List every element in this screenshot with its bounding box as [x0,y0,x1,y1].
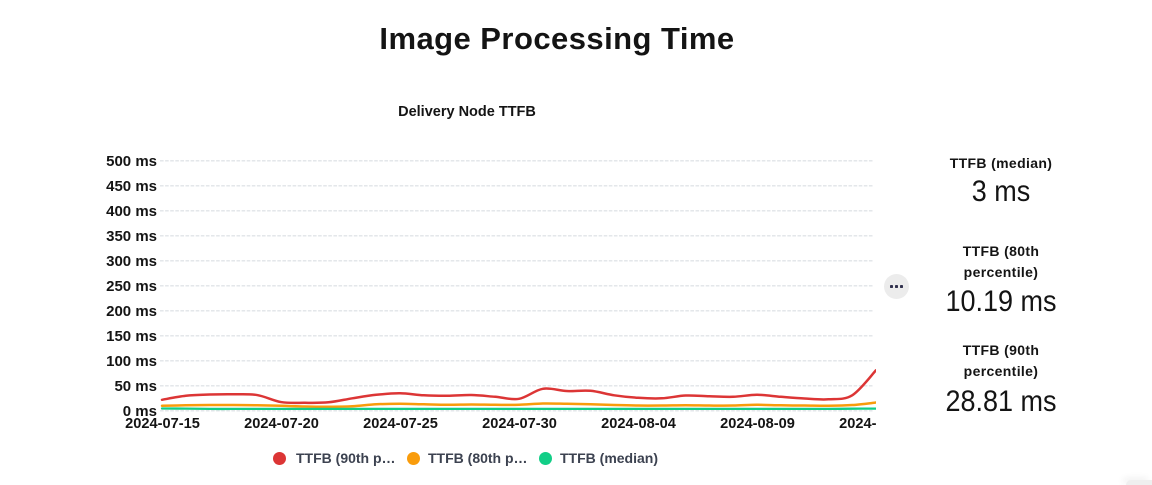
svg-text:450 ms: 450 ms [106,178,157,195]
svg-text:2024-07-20: 2024-07-20 [244,416,319,432]
svg-text:50 ms: 50 ms [114,378,157,395]
svg-text:400 ms: 400 ms [106,203,157,220]
svg-text:2024-07-15: 2024-07-15 [125,416,200,432]
svg-text:250 ms: 250 ms [106,278,157,295]
svg-text:350 ms: 350 ms [106,228,157,245]
svg-text:2024-08-14: 2024-08-14 [839,416,876,432]
svg-text:300 ms: 300 ms [106,253,157,270]
svg-text:2024-08-09: 2024-08-09 [720,416,795,432]
svg-text:0 ms: 0 ms [123,403,157,420]
svg-text:2024-07-25: 2024-07-25 [363,416,438,432]
svg-text:100 ms: 100 ms [106,353,157,370]
svg-text:2024-07-30: 2024-07-30 [482,416,557,432]
svg-text:2024-08-04: 2024-08-04 [601,416,677,432]
svg-text:500 ms: 500 ms [106,153,157,170]
svg-text:150 ms: 150 ms [106,328,157,345]
svg-text:200 ms: 200 ms [106,303,157,320]
